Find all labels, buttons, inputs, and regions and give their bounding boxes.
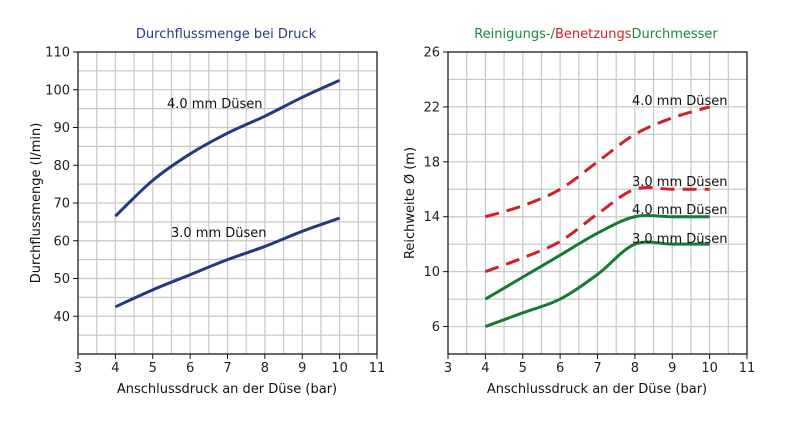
series-line-3 — [484, 240, 710, 328]
y-axis-label: Durchflussmenge (l/min) — [29, 123, 44, 284]
y-ticks: 6 10 14 18 22 26 — [423, 46, 448, 335]
y-tick-label: 18 — [423, 155, 440, 170]
series-line-1 — [114, 216, 341, 309]
grid — [447, 51, 748, 355]
x-tick-label: 11 — [739, 361, 756, 376]
x-tick-label: 10 — [701, 361, 718, 376]
y-tick-label: 10 — [423, 265, 440, 280]
x-ticks: 3 4 5 6 7 8 9 10 11 — [74, 354, 385, 376]
flow-rate-chart: Durchflussmenge bei Druck 3 4 5 6 7 8 9 10 11 40… — [29, 27, 385, 397]
y-tick-label: 110 — [45, 46, 70, 61]
y-tick-label: 6 — [432, 320, 440, 335]
y-ticks: 40 50 60 70 80 90 100 110 — [45, 46, 78, 325]
y-tick-label: 100 — [45, 83, 70, 98]
x-tick-label: 6 — [186, 361, 194, 376]
series-label-3mm-solid: 3.0 mm Düsen — [632, 232, 728, 247]
x-tick-label: 7 — [223, 361, 231, 376]
x-tick-label: 8 — [631, 361, 639, 376]
x-axis-label: Anschlussdruck an der Düse (bar) — [117, 382, 337, 397]
x-tick-label: 3 — [444, 361, 452, 376]
y-tick-label: 40 — [53, 310, 70, 325]
y-tick-label: 22 — [423, 100, 440, 115]
series-line-0 — [114, 78, 341, 218]
y-tick-label: 50 — [53, 272, 70, 287]
series-label-4mm-solid: 4.0 mm Düsen — [632, 203, 728, 218]
x-tick-label: 11 — [369, 361, 386, 376]
x-tick-label: 3 — [74, 361, 82, 376]
series-line-2 — [484, 214, 710, 301]
x-tick-label: 6 — [556, 361, 564, 376]
x-tick-label: 5 — [149, 361, 157, 376]
series-lines — [484, 105, 711, 328]
series-label-4mm: 4.0 mm Düsen — [167, 97, 263, 112]
series-line-1 — [484, 185, 710, 274]
y-tick-label: 14 — [423, 210, 440, 225]
reach-diameter-chart: Reinigungs-/BenetzungsDurchmesser 3 4 5 6 7 8… — [403, 27, 755, 397]
title-part-1: Reinigungs-/ — [474, 27, 555, 42]
x-tick-label: 9 — [668, 361, 676, 376]
x-axis-label: Anschlussdruck an der Düse (bar) — [487, 382, 707, 397]
x-tick-label: 9 — [298, 361, 306, 376]
series-label-3mm: 3.0 mm Düsen — [171, 226, 267, 241]
x-tick-label: 10 — [331, 361, 348, 376]
title-part-2: Benetzungs — [555, 27, 632, 42]
x-tick-label: 4 — [481, 361, 489, 376]
x-ticks: 3 4 5 6 7 8 9 10 11 — [444, 354, 755, 376]
y-tick-label: 60 — [53, 234, 70, 249]
chart-title: Reinigungs-/BenetzungsDurchmesser — [474, 27, 718, 42]
series-lines — [114, 78, 341, 309]
title-part-3: Durchmesser — [632, 27, 719, 42]
x-tick-label: 4 — [111, 361, 119, 376]
y-axis-label: Reichweite Ø (m) — [403, 147, 418, 259]
y-tick-label: 80 — [53, 159, 70, 174]
y-tick-label: 90 — [53, 121, 70, 136]
x-tick-label: 7 — [593, 361, 601, 376]
x-tick-label: 5 — [519, 361, 527, 376]
x-tick-label: 8 — [261, 361, 269, 376]
series-label-4mm-dashed: 4.0 mm Düsen — [632, 94, 728, 109]
chart-title: Durchflussmenge bei Druck — [136, 27, 317, 42]
y-tick-label: 26 — [423, 46, 440, 61]
y-tick-label: 70 — [53, 197, 70, 212]
series-label-3mm-dashed: 3.0 mm Düsen — [632, 175, 728, 190]
